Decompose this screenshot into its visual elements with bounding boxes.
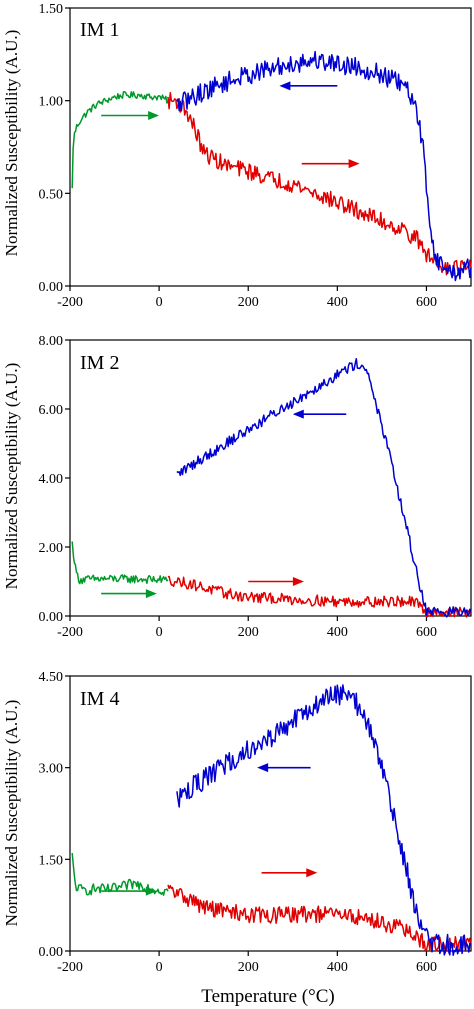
x-tick-label-im4: 400 [327,960,348,975]
y-tick-label-im4: 1.50 [39,853,64,868]
cooling-curve-im4 [176,684,472,956]
right-arrow-icon-im4 [261,868,318,878]
panel-label-im1: IM 1 [80,19,119,41]
right-arrow-icon-im4 [101,886,157,896]
cooling-curve-im1 [176,50,472,282]
x-tick-label-im2: -200 [57,625,83,640]
x-tick-label-im1: 200 [238,295,259,310]
y-tick-label-im2: 6.00 [39,403,64,418]
x-tick-label-im4: 600 [416,960,437,975]
y-tick-label-im4: 0.00 [39,945,64,960]
x-axis-label: Temperature (°C) [201,986,334,1007]
y-tick-label-im2: 2.00 [39,541,64,556]
right-arrow-icon-im1 [301,159,360,169]
y-axis-label-im2: Normalized Susceptibility (A.U.) [2,363,21,590]
y-tick-label-im1: 1.00 [39,95,64,110]
panel-label-im2: IM 2 [80,352,119,374]
low-temp-curve-im1 [71,91,169,189]
x-tick-label-im4: 0 [156,960,163,975]
low-temp-curve-im2 [71,541,169,585]
panel-im2: IM 2 Normalized Susceptibility (A.U.) -2… [2,334,472,640]
y-tick-label-im4: 3.00 [39,762,64,777]
plot-frame-im4 [69,675,472,952]
x-tick-label-im1: 0 [156,295,163,310]
left-arrow-icon-im2 [292,409,347,419]
cooling-curve-im2 [176,357,472,618]
x-tick-label-im2: 400 [327,625,348,640]
right-arrow-icon-im2 [248,577,304,586]
plot-frame-im2 [69,339,472,617]
plot-frame-im1 [69,7,472,287]
left-arrow-icon-im4 [257,763,311,773]
y-tick-label-im1: 0.50 [39,187,64,202]
x-tick-label-im1: -200 [57,295,83,310]
panel-im4: IM 4 Normalized Susceptibility (A.U.) -2… [2,670,472,975]
heating-curve-im1 [167,91,472,277]
left-arrow-icon-im1 [279,81,338,91]
panel-label-im4: IM 4 [80,688,119,710]
y-tick-label-im2: 4.00 [39,472,64,487]
y-axis-label-im1: Normalized Susceptibility (A.U.) [2,30,21,257]
x-tick-label-im1: 400 [327,295,348,310]
low-temp-curve-im4 [71,853,169,896]
x-tick-label-im2: 600 [416,625,437,640]
x-tick-label-im4: 200 [238,960,259,975]
y-tick-label-im1: 0.00 [39,280,64,295]
x-tick-label-im2: 0 [156,625,163,640]
y-tick-label-im2: 8.00 [39,334,64,349]
heating-curve-im2 [167,575,472,618]
heating-curve-im4 [167,884,472,953]
x-tick-label-im4: -200 [57,960,83,975]
y-tick-label-im1: 1.50 [39,2,64,17]
right-arrow-icon-im2 [101,589,157,599]
x-tick-label-im1: 600 [416,295,437,310]
x-tick-label-im2: 200 [238,625,259,640]
panel-im1: IM 1 Normalized Susceptibility (A.U.) -2… [2,2,472,310]
right-arrow-icon-im1 [101,110,160,120]
y-tick-label-im2: 0.00 [39,610,64,625]
y-tick-label-im4: 4.50 [39,670,64,685]
y-axis-label-im4: Normalized Susceptibility (A.U.) [2,700,21,927]
